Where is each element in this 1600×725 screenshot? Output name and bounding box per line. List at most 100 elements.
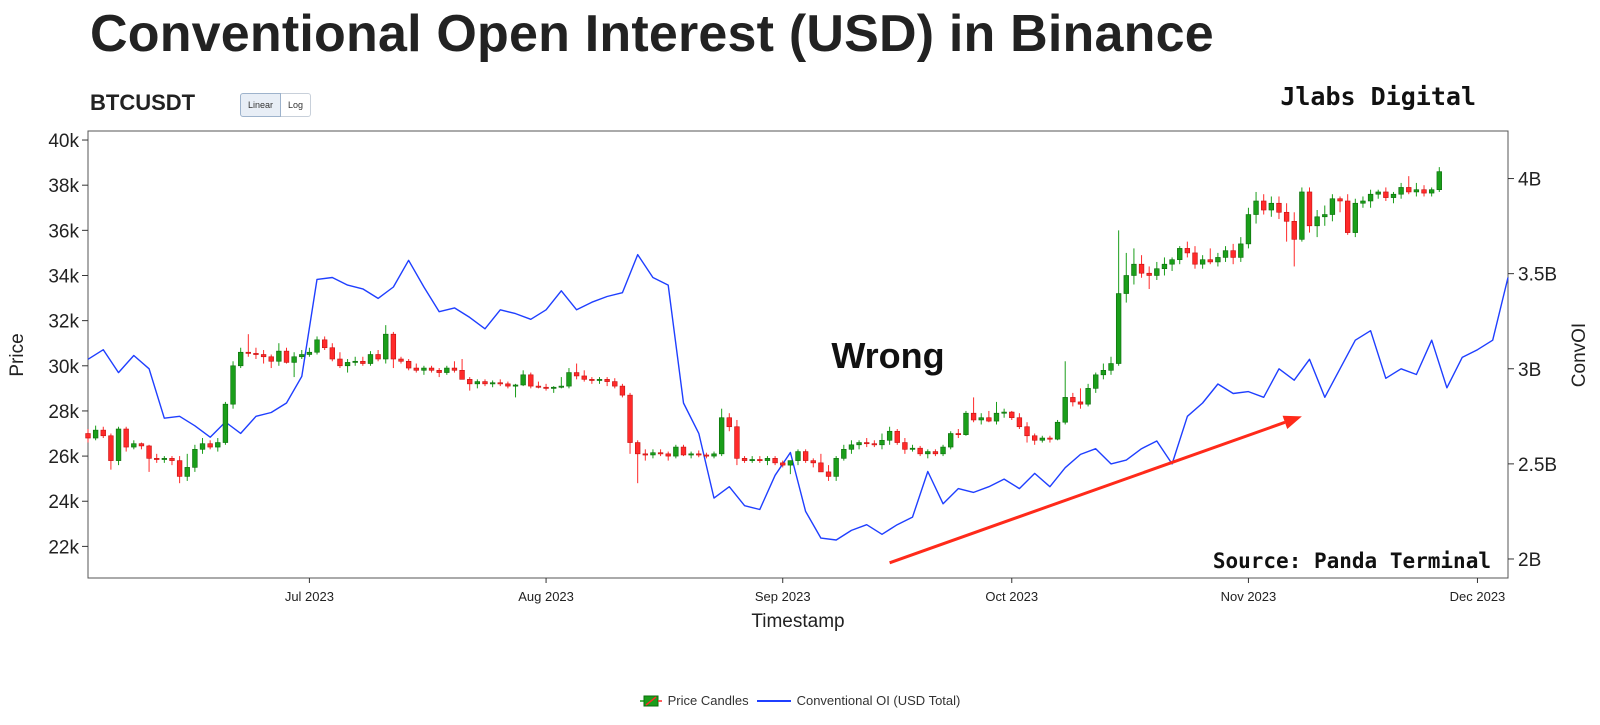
candle-body (1337, 198, 1343, 202)
candle-body (757, 459, 763, 461)
y-tick-label: 30k (48, 357, 79, 378)
candle-body (680, 446, 687, 456)
candle-body (1283, 211, 1290, 222)
candle-body (558, 385, 565, 388)
candle-body (917, 447, 923, 455)
candle-body (1093, 374, 1099, 389)
candle-body (253, 353, 259, 355)
candle-body (535, 385, 542, 388)
y-tick-label: 26k (48, 447, 79, 468)
x-tick-label: Sep 2023 (755, 589, 811, 604)
candle-body (1024, 426, 1030, 437)
candle-body (749, 459, 755, 461)
candle-body (665, 453, 671, 457)
y-tick-label: 28k (48, 402, 79, 423)
candle-body (1077, 401, 1084, 405)
candle-body (444, 367, 450, 373)
y-tick-label: 36k (48, 221, 79, 242)
candle-body (1375, 191, 1381, 195)
candle-body (993, 412, 1000, 422)
candle-body (505, 383, 511, 387)
y-tick-label: 40k (48, 131, 79, 152)
candle-body (1322, 214, 1328, 218)
candle-body (428, 367, 435, 371)
candle-body (92, 429, 99, 439)
candle-body (703, 454, 710, 457)
y-tick-label: 24k (48, 492, 79, 513)
candle-body (970, 412, 977, 421)
y2-tick-label: 3.5B (1518, 265, 1557, 286)
candle-body (451, 367, 458, 371)
candle-body (604, 379, 610, 382)
candle-body (154, 458, 160, 460)
candle-body (482, 381, 488, 385)
candle-body (1360, 200, 1366, 204)
candle-body (115, 428, 122, 461)
candle-body (207, 443, 213, 448)
trend-arrow-head (1282, 415, 1302, 429)
candle-body (764, 458, 771, 461)
candle-body (398, 358, 404, 362)
candle-body (1253, 200, 1259, 215)
candle-body (192, 449, 198, 468)
candle-body (230, 365, 236, 405)
candle-body (551, 386, 557, 389)
candle-body (1146, 272, 1152, 276)
candle-body (1421, 189, 1427, 194)
candle-body (1032, 435, 1038, 441)
x-tick-label: Nov 2023 (1221, 589, 1277, 604)
candle-body (1138, 263, 1145, 274)
candle-body (123, 428, 129, 448)
y-tick-label: 34k (48, 266, 79, 287)
candle-body (299, 354, 305, 358)
candle-body (1436, 171, 1442, 190)
candle-body (543, 386, 549, 389)
source-annotation: Source: Panda Terminal (1213, 549, 1491, 573)
candle-body (1085, 388, 1091, 405)
candle-body (1039, 437, 1045, 441)
candle-body (856, 442, 862, 446)
candle-body (1367, 193, 1374, 202)
x-tick-label: Dec 2023 (1450, 589, 1506, 604)
candle-body (841, 449, 847, 459)
line-legend-icon (756, 699, 791, 702)
plot-frame (87, 130, 1509, 579)
candle-body (329, 347, 335, 360)
wrong-annotation: Wrong (831, 335, 944, 376)
candle-body (260, 354, 267, 358)
candle-body (833, 458, 839, 477)
candle-body (291, 356, 297, 363)
candle-body (734, 426, 740, 459)
candle-body (1276, 202, 1282, 213)
log-scale-button[interactable]: Log (281, 93, 312, 117)
candle-body (1268, 202, 1275, 211)
linear-scale-button[interactable]: Linear (240, 93, 282, 117)
candle-body (1306, 191, 1313, 227)
candle-body (619, 385, 626, 396)
candle-body (886, 430, 893, 441)
candle-body (596, 379, 603, 381)
candle-body (1001, 411, 1007, 414)
candle-body (138, 443, 145, 447)
candle-body (222, 403, 229, 443)
candle-body (1291, 221, 1297, 240)
candle-body (383, 333, 389, 360)
candle-body (85, 433, 91, 439)
candle-body (276, 350, 282, 362)
candle-body (635, 442, 641, 455)
legend-item-candles[interactable]: Price Candles (639, 693, 749, 708)
legend-item-oi[interactable]: Conventional OI (USD Total) (756, 693, 961, 708)
y2-tick-label: 4B (1518, 170, 1541, 191)
candle-body (184, 467, 190, 477)
legend-label-candles: Price Candles (667, 693, 749, 708)
oi-series-line (87, 253, 1509, 541)
candle-body (1238, 243, 1244, 258)
candle-body (1184, 248, 1191, 254)
candle-body (199, 443, 206, 450)
candle-body (864, 442, 870, 445)
candle-body (711, 453, 717, 457)
legend-label-oi: Conventional OI (USD Total) (796, 693, 961, 708)
candle-body (810, 460, 816, 464)
candle-body (787, 460, 794, 466)
candle-body (1413, 189, 1420, 193)
